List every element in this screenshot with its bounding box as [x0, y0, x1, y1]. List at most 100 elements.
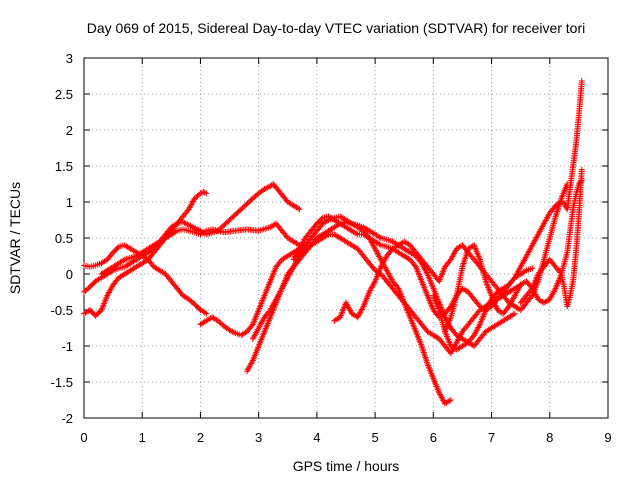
series-2 [81, 220, 303, 295]
data-point-marker [181, 219, 188, 226]
data-point-marker [172, 228, 179, 235]
data-point-marker [182, 220, 189, 227]
data-point-marker [264, 184, 271, 191]
series-10 [430, 78, 585, 353]
data-point-marker [457, 243, 464, 250]
data-point-marker [469, 342, 476, 349]
data-point-marker [376, 241, 383, 248]
data-point-marker [578, 177, 585, 184]
y-tick-label: 0 [66, 267, 73, 282]
data-point-marker [251, 194, 258, 201]
y-tick-label: 1 [66, 195, 73, 210]
data-point-marker [529, 265, 536, 272]
data-series [81, 78, 585, 407]
data-point-marker [230, 329, 237, 336]
y-tick-label: 3 [66, 51, 73, 66]
x-tick-label: 2 [197, 430, 204, 445]
data-point-marker [200, 188, 207, 195]
series-4 [98, 181, 303, 277]
y-tick-label: -1 [61, 339, 73, 354]
x-tick-label: 8 [546, 430, 553, 445]
data-point-marker [411, 262, 418, 269]
data-point-marker [188, 298, 195, 305]
data-point-marker [193, 194, 200, 201]
x-tick-label: 3 [255, 430, 262, 445]
data-point-marker [252, 192, 259, 199]
y-tick-label: 2.5 [55, 87, 73, 102]
x-tick-label: 7 [488, 430, 495, 445]
data-point-marker [201, 309, 208, 316]
data-point-marker [516, 306, 523, 313]
data-point-marker [229, 328, 236, 335]
y-tick-label: 0.5 [55, 231, 73, 246]
y-tick-labels: -2 -1.5 -1 -0.5 0 0.5 1 1.5 2 2.5 3 [51, 51, 73, 426]
data-point-marker [179, 219, 186, 226]
data-point-marker [294, 205, 301, 212]
x-tick-labels: 0 1 2 3 4 5 6 7 8 9 [80, 430, 611, 445]
data-point-marker [347, 219, 354, 226]
data-point-marker [498, 309, 505, 316]
data-point-marker [83, 286, 90, 293]
data-point-marker [194, 192, 201, 199]
data-point-marker [558, 199, 565, 205]
data-point-marker [203, 310, 210, 317]
y-tick-label: -1.5 [51, 375, 73, 390]
y-tick-label: 1.5 [55, 159, 73, 174]
data-point-marker [353, 230, 360, 237]
data-point-marker [214, 317, 221, 324]
data-point-marker [201, 189, 208, 196]
data-point-marker [120, 257, 127, 264]
data-point-marker [318, 215, 325, 222]
data-point-marker [577, 178, 584, 185]
data-point-marker [203, 190, 210, 197]
data-point-marker [197, 190, 204, 197]
x-tick-label: 9 [604, 430, 611, 445]
data-point-marker [114, 244, 121, 251]
data-point-marker [216, 319, 223, 326]
data-point-marker [185, 296, 192, 303]
data-point-marker [528, 294, 535, 301]
data-point-marker [446, 397, 453, 404]
data-point-marker [261, 186, 268, 193]
data-point-marker [217, 320, 224, 327]
data-point-marker [511, 310, 518, 317]
data-point-marker [248, 322, 255, 329]
y-tick-label: -0.5 [51, 303, 73, 318]
chart-title: Day 069 of 2015, Sidereal Day-to-day VTE… [87, 20, 586, 36]
data-point-marker [510, 311, 517, 318]
data-point-marker [522, 279, 529, 286]
data-point-marker [578, 166, 585, 173]
y-tick-label: -2 [61, 411, 73, 426]
series-12 [441, 177, 585, 335]
series-6 [244, 219, 454, 407]
data-point-marker [296, 206, 303, 213]
data-point-marker [522, 268, 529, 275]
x-axis-label: GPS time / hours [293, 458, 400, 474]
data-point-marker [394, 283, 401, 290]
series-9 [331, 181, 571, 324]
series-11 [517, 166, 585, 310]
data-point-marker [228, 327, 235, 334]
x-tick-label: 0 [80, 430, 87, 445]
data-point-marker [187, 297, 194, 304]
data-point-marker [578, 78, 585, 85]
y-axis-label: SDTVAR / TECUs [7, 182, 23, 294]
x-tick-label: 6 [430, 430, 437, 445]
data-point-marker [376, 234, 383, 241]
series-8 [290, 213, 536, 321]
data-point-marker [82, 287, 89, 294]
data-point-marker [197, 307, 204, 313]
data-point-marker [226, 327, 233, 334]
x-tick-label: 1 [139, 430, 146, 445]
y-tick-label: 2 [66, 123, 73, 138]
data-point-marker [172, 221, 179, 228]
x-tick-label: 4 [313, 430, 320, 445]
data-point-marker [184, 221, 191, 228]
x-tick-label: 5 [371, 430, 378, 445]
data-point-marker [447, 397, 454, 403]
data-point-marker [262, 185, 269, 192]
data-point-marker [191, 195, 198, 202]
data-point-marker [249, 195, 256, 202]
data-point-marker [81, 289, 87, 295]
